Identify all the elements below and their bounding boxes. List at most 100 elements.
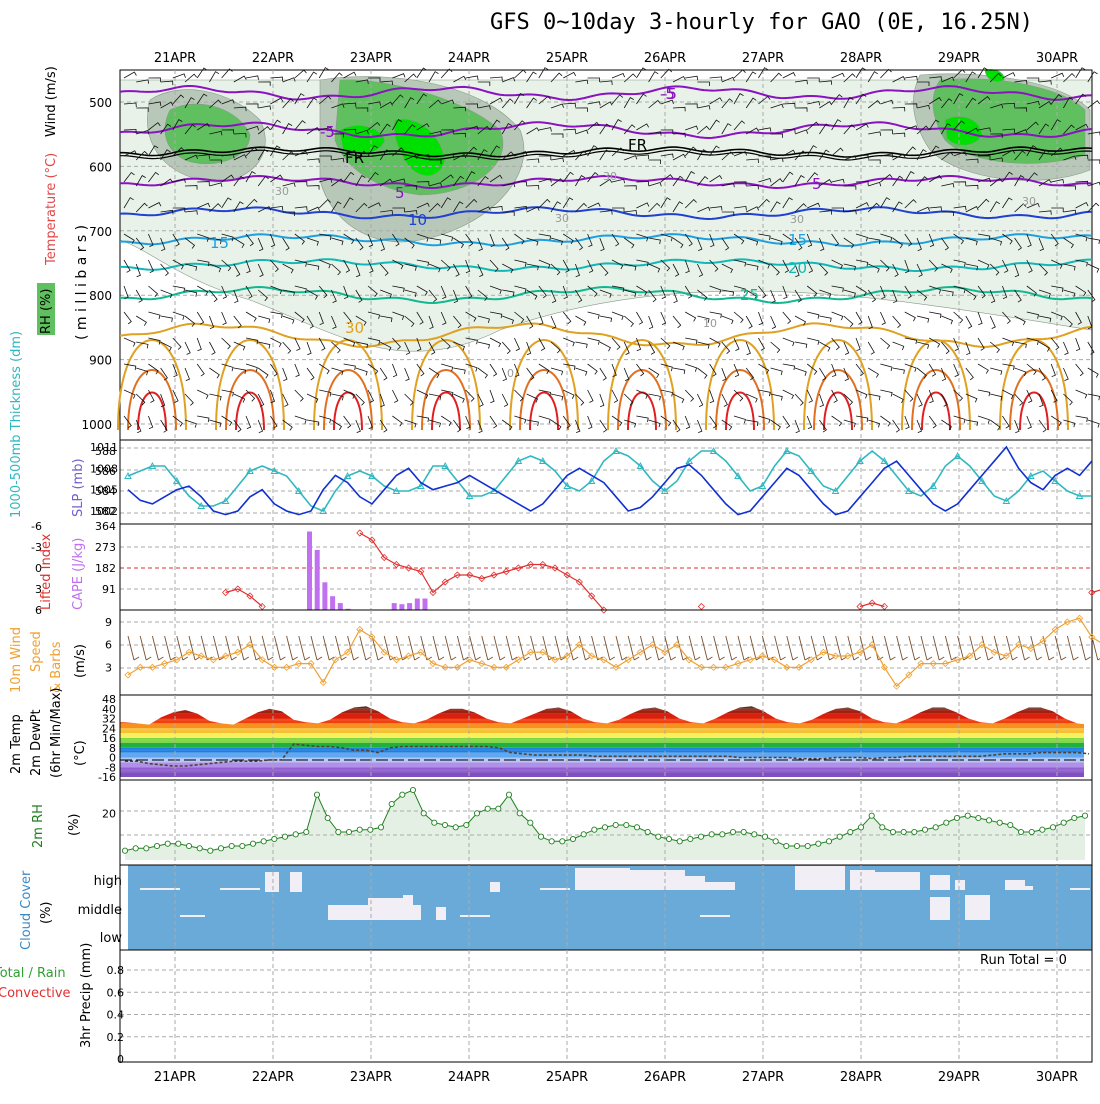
wind10m-speed-marker: [624, 656, 632, 664]
wind-barb: [379, 393, 385, 408]
wind-barb: [331, 133, 344, 138]
li-tick-label: -6: [31, 520, 42, 533]
wind10m-speed-marker: [514, 656, 522, 664]
isotherm-35: [803, 339, 873, 431]
wind-barb: [135, 289, 143, 303]
wind-barb: [672, 132, 686, 138]
wind-barb: [709, 174, 723, 183]
wind-barb: [599, 149, 610, 161]
wind10m-barb: [371, 635, 384, 661]
wind-barb: [270, 415, 278, 429]
wind-barb: [953, 93, 964, 105]
wind-barb: [770, 201, 781, 213]
wind-barb: [843, 367, 850, 381]
wind-barb: [611, 363, 617, 377]
wind-barb: [563, 363, 576, 371]
wind-barb: [318, 363, 330, 375]
wind10m-barb: [798, 635, 811, 661]
wind-barb: [843, 393, 854, 406]
wind-barb: [367, 311, 381, 319]
wind-barb: [1087, 393, 1100, 401]
wind-barb: [184, 124, 196, 135]
wind-barb: [977, 389, 991, 397]
wind-barb: [1050, 147, 1064, 157]
rh2m-ylabel-2: (%): [67, 814, 82, 837]
wind-barb: [318, 311, 324, 325]
slp-tick-label: 1008: [90, 462, 118, 475]
cloud-high-block: [850, 870, 875, 890]
wind-barb: [1050, 94, 1063, 105]
thickness-line-marker: [392, 486, 401, 494]
wind-barb: [855, 363, 864, 377]
wind-barb: [148, 233, 154, 247]
wind10m-barb: [883, 635, 896, 661]
wind-barb: [928, 145, 940, 157]
wind-barb: [550, 393, 564, 401]
wind-barb: [916, 206, 930, 213]
wind-barb: [221, 174, 235, 183]
lifted-index-marker: [539, 560, 547, 569]
wind-barb: [892, 153, 906, 161]
wind-barb: [916, 176, 928, 187]
rh2m-marker: [367, 826, 374, 833]
wind10m-barb: [420, 635, 433, 661]
wind10m-barb: [1005, 635, 1018, 661]
wind-barb: [477, 367, 488, 379]
wind-barb: [989, 263, 1000, 276]
wind-barb: [806, 145, 817, 157]
rh-ylabel: RH (%): [39, 289, 54, 334]
cloud-thin-line: [140, 888, 180, 890]
wind-barb: [733, 93, 744, 105]
rh2m-marker: [740, 828, 747, 836]
wind-barb: [196, 67, 208, 79]
wind-barb: [953, 337, 960, 351]
wind-barb: [685, 103, 698, 108]
rh-tick-label: 20: [102, 807, 116, 820]
wind-barb: [868, 263, 880, 273]
isotherm-35: [117, 339, 187, 431]
lifted-index-marker: [551, 564, 559, 572]
thickness-line-marker: [172, 476, 181, 484]
millibars-ylabel: ( m i l l i b a r s ): [74, 225, 90, 340]
wind-barb: [465, 363, 478, 372]
wind-barb: [123, 337, 136, 347]
temp-band: [120, 752, 1084, 758]
rh2m-marker: [836, 833, 843, 840]
wind-barb: [355, 107, 369, 112]
temp-band: [120, 762, 1084, 768]
lifted-index-marker: [600, 606, 608, 614]
wind-barb: [892, 341, 905, 351]
wind-barb: [550, 157, 564, 163]
wind-barb: [758, 311, 764, 326]
wind10m-speed-marker: [1088, 633, 1096, 641]
wind-barb: [819, 367, 827, 381]
rh2m-marker: [612, 821, 619, 829]
wind-barb: [416, 154, 430, 159]
wind-barb: [892, 237, 903, 249]
isotherm-45: [725, 391, 755, 431]
wind10m-barb: [1091, 635, 1100, 661]
wind-barb: [587, 202, 601, 209]
thickness-ylabel: 1000-500mb Thickness (dm): [9, 331, 24, 518]
thickness-line-marker: [1075, 491, 1084, 499]
wind-barb: [282, 98, 294, 109]
top-date-label: 29APR: [938, 51, 980, 66]
wind-barb: [1002, 285, 1008, 299]
wind-barb: [148, 363, 159, 375]
wind-barb: [1002, 415, 1010, 429]
wind-barb: [160, 315, 173, 323]
wind-barb: [416, 259, 430, 267]
wind-barb: [953, 69, 966, 79]
wind-barb: [611, 415, 623, 427]
rh2m-marker: [356, 826, 363, 833]
wind-barb: [599, 237, 605, 252]
rh2m-marker: [239, 842, 246, 850]
wind-barb: [745, 341, 751, 356]
wind-barb: [794, 150, 807, 161]
wind-barb: [672, 367, 686, 375]
wind-barb: [270, 97, 284, 105]
rh2m-marker: [964, 812, 971, 819]
wind-barb: [928, 259, 939, 272]
wind-barb: [770, 419, 781, 431]
wind-barb: [880, 311, 886, 325]
